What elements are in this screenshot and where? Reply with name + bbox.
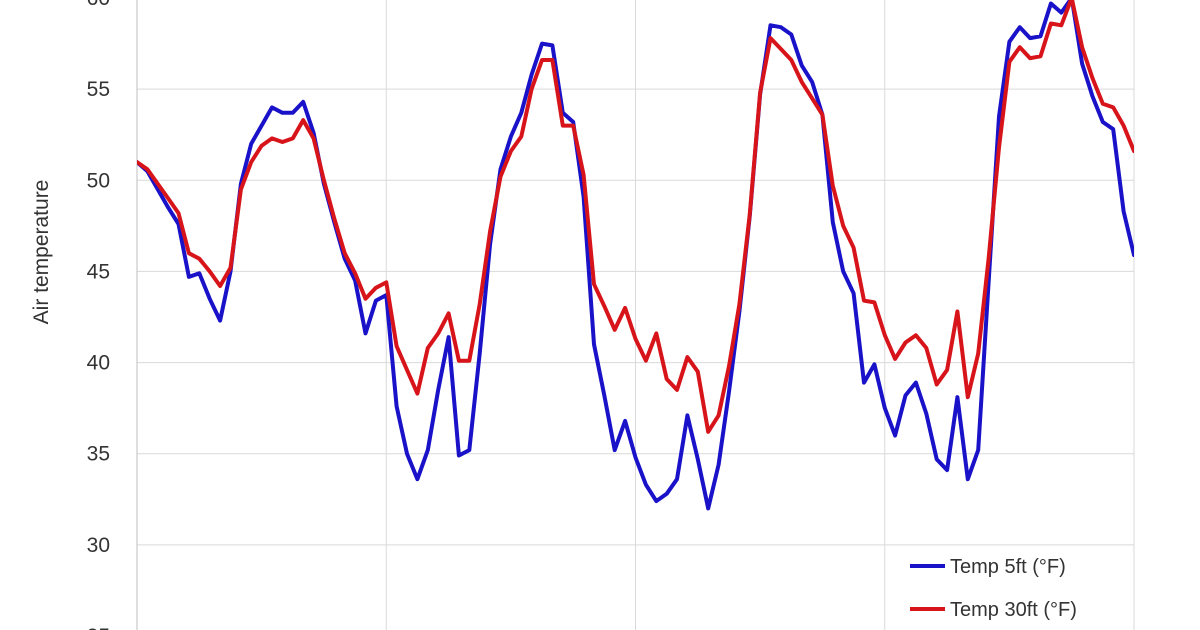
legend: Temp 5ft (°F) Temp 30ft (°F)	[910, 556, 1077, 621]
y-tick-label: 55	[87, 78, 110, 101]
y-tick-label: 50	[87, 169, 110, 192]
y-tick-label: 60	[87, 0, 110, 10]
series-layer	[137, 0, 1134, 511]
y-tick-label: 35	[87, 443, 110, 466]
series-line-temp-5ft	[137, 0, 1134, 511]
y-tick-label: 30	[87, 534, 110, 557]
y-axis-tick-labels: 25 30 35 40 45 50 55 60	[87, 0, 110, 630]
y-tick-label: 25	[87, 625, 110, 630]
y-axis-title: Air temperature	[30, 180, 53, 325]
y-tick-label: 45	[87, 260, 110, 283]
series-line-temp-30ft	[137, 0, 1134, 434]
y-tick-label: 40	[87, 352, 110, 375]
legend-label-temp-30ft: Temp 30ft (°F)	[950, 599, 1077, 621]
legend-label-temp-5ft: Temp 5ft (°F)	[950, 556, 1066, 578]
